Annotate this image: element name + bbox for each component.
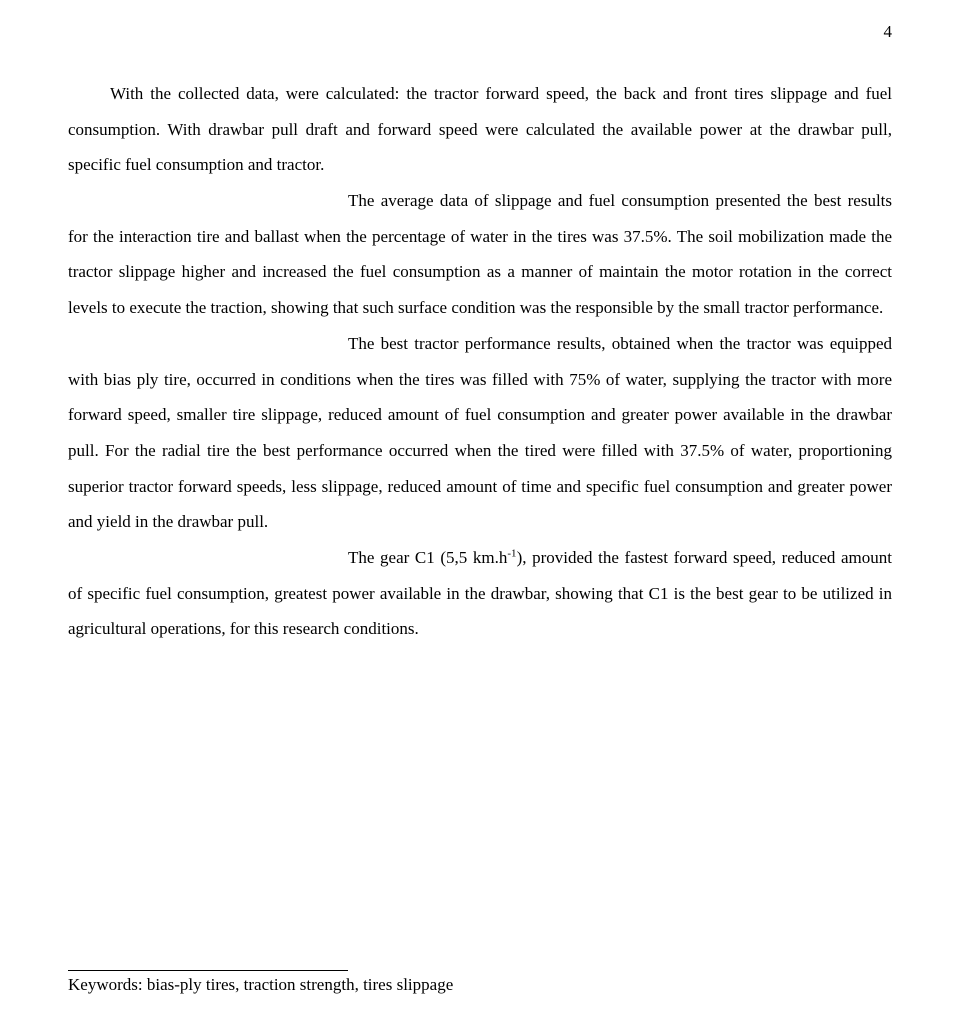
paragraph-1: With the collected data, were calculated… (68, 76, 892, 183)
page-number: 4 (884, 22, 893, 42)
paragraph-2: The average data of slippage and fuel co… (68, 183, 892, 326)
p3-rest-text: equipped with bias ply tire, occurred in… (68, 334, 892, 531)
p4-indent-post: ), provided the fastest forward speed, r… (517, 548, 836, 567)
footer-divider (68, 970, 348, 971)
p4-superscript: -1 (507, 547, 516, 559)
page-container: 4 With the collected data, were calculat… (0, 0, 960, 1033)
paragraph-3: The best tractor performance results, ob… (68, 326, 892, 540)
p4-indent-pre: The gear C1 (5,5 km.h (348, 548, 507, 567)
p2-indent-text: The average data of slippage and fuel co… (348, 191, 841, 210)
body-text: With the collected data, were calculated… (68, 76, 892, 647)
p3-indent-text: The best tractor performance results, ob… (348, 334, 823, 353)
footer: Keywords: bias-ply tires, traction stren… (68, 970, 892, 995)
keywords-line: Keywords: bias-ply tires, traction stren… (68, 975, 892, 995)
p1-indent-text: With the collected data, were calculated… (110, 84, 617, 103)
paragraph-4: The gear C1 (5,5 km.h-1), provided the f… (68, 540, 892, 647)
